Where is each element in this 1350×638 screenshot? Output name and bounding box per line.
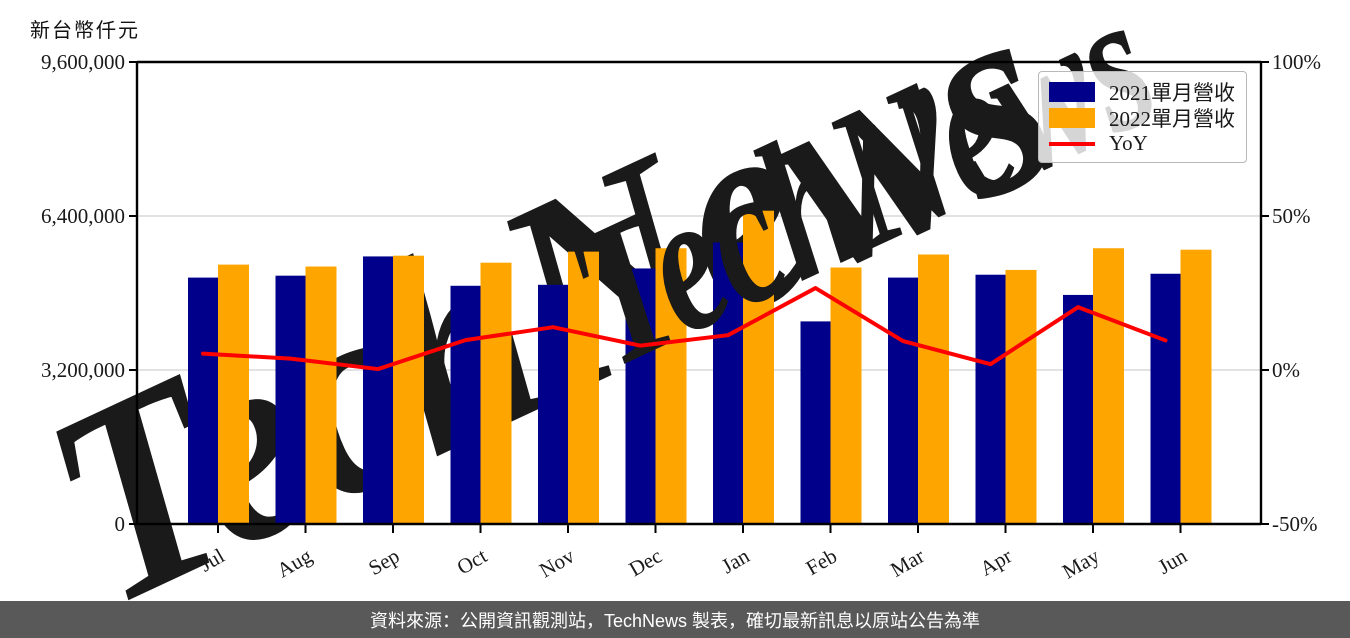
left-axis-label-3200000: 3,200,000 [41, 358, 125, 382]
yoy-line [201, 286, 1168, 372]
chart-legend: 2021單月營收 2022單月營收 YoY [1038, 71, 1247, 163]
bar-2022-May [1093, 248, 1124, 524]
bar-swatch-icon [1049, 82, 1095, 102]
right-axis-label-100pct: 100% [1272, 50, 1321, 74]
legend-label-2022: 2022單月營收 [1109, 107, 1235, 131]
bar-2022-Dec [655, 248, 687, 524]
bar-2021-May [1063, 294, 1093, 524]
line-swatch-icon [1049, 141, 1095, 146]
left-axis-label-0: 0 [115, 512, 126, 536]
left-axis-label-6400000: 6,400,000 [41, 204, 125, 228]
x-axis-label-Jan: Jan [717, 543, 754, 578]
bar-2021-Aug [275, 275, 306, 524]
axis-unit-label: 新台幣仟元 [30, 20, 140, 42]
revenue-chart-svg: TechNewsTechNews9,600,0006,400,0003,200,… [4, 0, 1321, 601]
x-axis-label-Oct: Oct [453, 543, 491, 579]
bar-2022-Jan [743, 210, 774, 525]
legend-swatch-yoy-line [1049, 134, 1095, 154]
x-axis-label-May: May [1058, 543, 1104, 583]
legend-item-2022: 2022單月營收 [1049, 105, 1235, 131]
x-axis-label-Apr: Apr [976, 544, 1016, 581]
legend-swatch-2021-bar [1049, 82, 1095, 102]
legend-swatch-2022-bar [1049, 108, 1095, 128]
legend-label-yoy: YoY [1109, 131, 1148, 155]
left-axis-label-9600000: 9,600,000 [41, 50, 125, 74]
x-axis-label-Dec: Dec [625, 544, 666, 582]
bar-2022-Apr [1005, 269, 1037, 524]
bar-swatch-icon [1049, 108, 1095, 128]
legend-item-2021: 2021單月營收 [1049, 79, 1235, 105]
bar-2021-Jul [188, 277, 218, 524]
bar-2021-Jan [713, 242, 743, 524]
legend-item-yoy: YoY [1049, 131, 1234, 156]
source-note: 資料來源：公開資訊觀測站，TechNews 製表，確切最新訊息以原站公告為準 [369, 610, 981, 631]
bar-2021-Jun [1150, 273, 1181, 524]
bar-2022-Aug [305, 266, 337, 524]
bar-2021-Mar [888, 277, 918, 524]
bar-2022-Mar [918, 254, 949, 524]
bar-2022-Jun [1180, 249, 1212, 524]
bar-2021-Apr [975, 274, 1006, 524]
bar-2021-Oct [450, 285, 481, 524]
bar-2022-Oct [480, 262, 512, 524]
legend-label-2021: 2021單月營收 [1109, 81, 1235, 105]
bar-2022-Feb [830, 267, 862, 524]
x-axis-label-Nov: Nov [535, 543, 579, 582]
right-axis-label-0pct: 0% [1272, 358, 1300, 382]
bar-2021-Feb [800, 321, 831, 524]
right-axis-label--50pct: -50% [1272, 512, 1318, 536]
source-footer-bar: 資料來源：公開資訊觀測站，TechNews 製表，確切最新訊息以原站公告為準 [0, 601, 1350, 638]
x-axis-label-Jun: Jun [1154, 543, 1192, 579]
bar-2022-Nov [568, 251, 599, 525]
bar-2021-Nov [538, 284, 568, 524]
bar-2021-Dec [625, 268, 656, 524]
bar-2022-Sep [393, 255, 424, 524]
x-axis-label-Feb: Feb [802, 544, 841, 581]
x-axis-label-Mar: Mar [886, 544, 928, 582]
bar-2021-Sep [363, 256, 393, 524]
right-axis-label-50pct: 50% [1272, 204, 1311, 228]
bar-2022-Jul [218, 264, 249, 524]
